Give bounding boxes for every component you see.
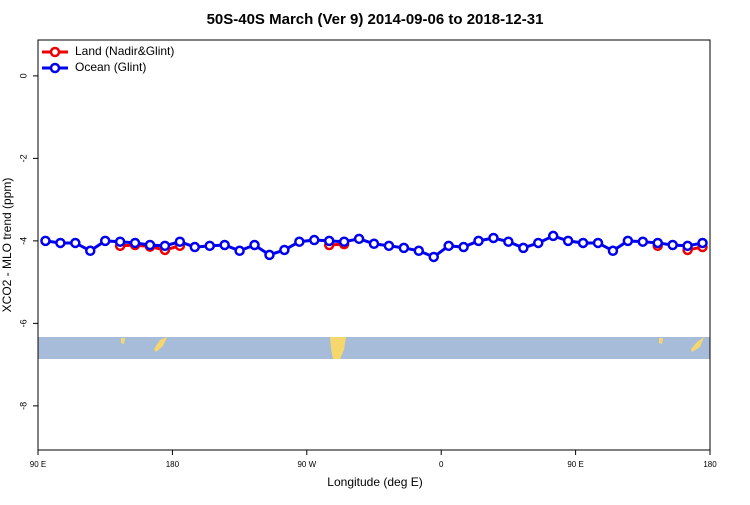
data-point [174, 236, 186, 247]
data-point [622, 235, 634, 247]
y-axis-label: XCO2 - MLO trend (ppm) [0, 178, 14, 313]
data-point [488, 232, 499, 244]
x-tick-label: 180 [703, 460, 717, 469]
data-point [219, 239, 230, 251]
data-point [189, 241, 201, 253]
x-tick-label: 180 [166, 460, 180, 469]
data-point [473, 235, 484, 247]
data-point [204, 240, 215, 252]
data-point [279, 244, 290, 256]
chart-title: 50S-40S March (Ver 9) 2014-09-06 to 2018… [207, 11, 544, 28]
data-point [234, 245, 245, 257]
legend-label: Ocean (Glint) [75, 60, 146, 74]
data-point [607, 245, 619, 257]
data-point [368, 238, 380, 250]
data-point [458, 241, 469, 253]
x-tick-label: 0 [439, 460, 444, 469]
data-point [518, 242, 529, 254]
data-point [398, 242, 410, 254]
x-tick-label: 90 E [30, 460, 46, 469]
data-point [428, 251, 439, 263]
data-point [533, 237, 544, 249]
data-point [338, 236, 350, 247]
data-point [592, 237, 604, 249]
y-tick-label: 0 [18, 73, 28, 78]
data-point [159, 240, 171, 252]
data-point [503, 236, 514, 247]
data-point [562, 235, 574, 247]
data-point [652, 237, 663, 249]
data-point [309, 234, 320, 246]
x-axis-label: Longitude (deg E) [327, 475, 422, 489]
data-point [697, 237, 708, 249]
legend-marker [49, 46, 61, 58]
data-point [264, 249, 275, 261]
y-tick-label: -6 [18, 319, 28, 327]
data-point [40, 235, 51, 247]
x-tick-label: 90 W [297, 460, 316, 469]
data-point [99, 235, 111, 247]
data-point [682, 240, 693, 252]
data-point [637, 236, 649, 247]
y-tick-label: -2 [18, 154, 28, 162]
data-point [323, 235, 335, 247]
y-tick-label: -8 [18, 402, 28, 410]
data-point [667, 239, 678, 251]
data-point [443, 240, 454, 252]
legend-marker [49, 62, 61, 74]
data-point [144, 239, 156, 251]
x-tick-label: 90 E [567, 460, 583, 469]
data-point [129, 237, 141, 249]
data-point [547, 230, 559, 242]
data-point [383, 240, 395, 252]
data-point [353, 233, 365, 245]
data-point [249, 239, 260, 251]
data-point [55, 237, 66, 249]
data-point [70, 237, 81, 249]
data-point [114, 236, 126, 247]
data-point [85, 245, 96, 257]
y-tick-label: -4 [18, 237, 28, 245]
plot-frame [37, 39, 711, 451]
legend-label: Land (Nadir&Glint) [75, 44, 174, 58]
data-point [413, 245, 425, 257]
data-point [294, 236, 305, 247]
map-strip [38, 337, 710, 359]
data-point [577, 237, 589, 249]
